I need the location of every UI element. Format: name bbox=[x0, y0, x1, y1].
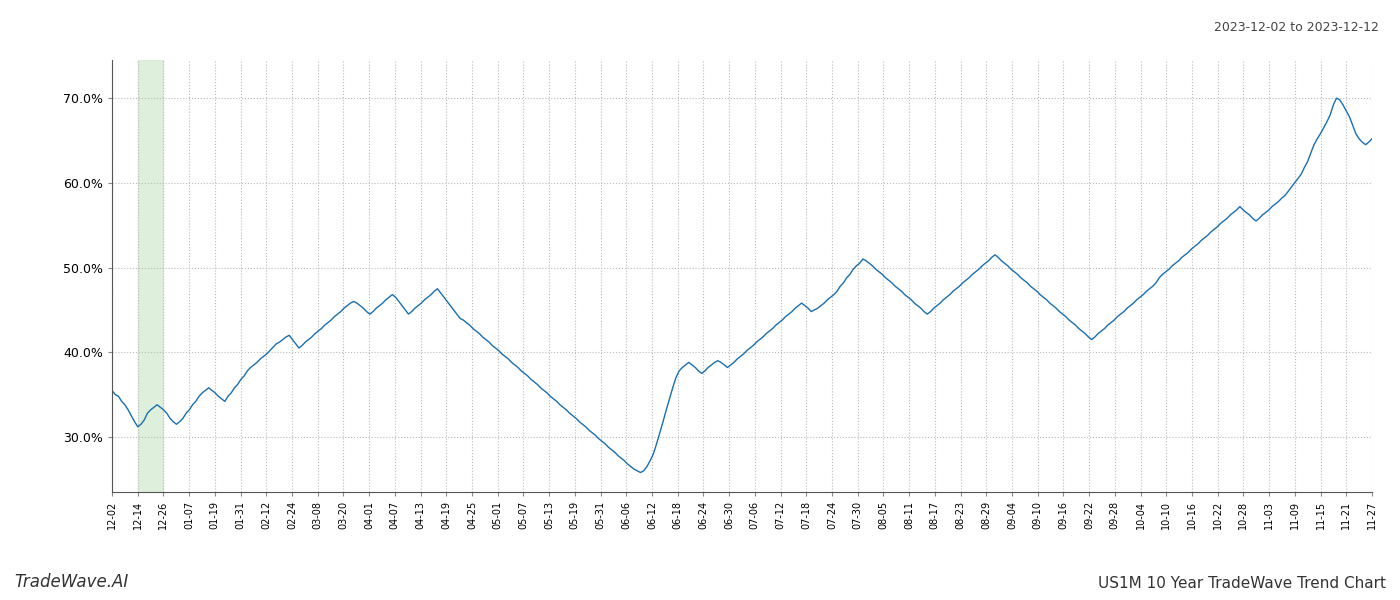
Bar bbox=[137, 60, 164, 492]
Text: TradeWave.AI: TradeWave.AI bbox=[14, 573, 129, 591]
Text: 2023-12-02 to 2023-12-12: 2023-12-02 to 2023-12-12 bbox=[1214, 21, 1379, 34]
Text: US1M 10 Year TradeWave Trend Chart: US1M 10 Year TradeWave Trend Chart bbox=[1098, 576, 1386, 591]
